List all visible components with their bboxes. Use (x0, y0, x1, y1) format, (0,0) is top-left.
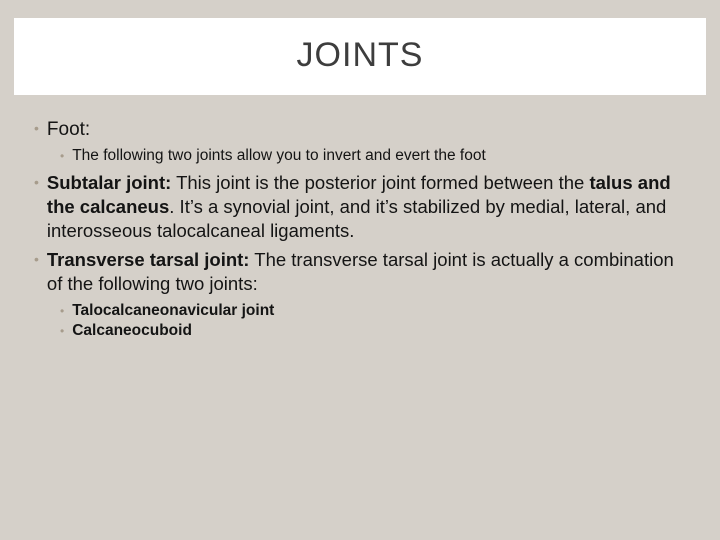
bullet-icon: • (60, 321, 64, 341)
list-item: • Talocalcaneonavicular joint (60, 301, 686, 321)
sub-joint-a: Talocalcaneonavicular joint (72, 301, 274, 321)
bullet-icon: • (34, 248, 39, 270)
list-item: • Transverse tarsal joint: The transvers… (34, 248, 686, 342)
list-item: • Foot: • The following two joints allow… (34, 117, 686, 167)
title-box: JOINTS (14, 18, 706, 95)
subtalar-bold1: Subtalar joint: (47, 172, 171, 193)
sub-joint-b: Calcaneocuboid (72, 321, 192, 341)
subtalar-text: Subtalar joint: This joint is the poster… (47, 171, 686, 244)
slide-content: • Foot: • The following two joints allow… (0, 95, 720, 341)
bullet-list-lvl2: • Talocalcaneonavicular joint • Calcaneo… (60, 301, 686, 342)
subtalar-plain1: This joint is the posterior joint formed… (171, 172, 589, 193)
list-item: • Subtalar joint: This joint is the post… (34, 171, 686, 244)
foot-label: Foot: (47, 117, 90, 142)
transverse-text: Transverse tarsal joint: The transverse … (47, 248, 686, 297)
slide-title: JOINTS (14, 36, 706, 75)
bullet-icon: • (60, 146, 64, 166)
bullet-icon: • (60, 301, 64, 321)
bullet-icon: • (34, 117, 39, 139)
foot-sub-text: The following two joints allow you to in… (72, 146, 486, 166)
bullet-icon: • (34, 171, 39, 193)
list-item: • The following two joints allow you to … (60, 146, 686, 166)
bullet-list-lvl2: • The following two joints allow you to … (60, 146, 686, 166)
list-item: • Calcaneocuboid (60, 321, 686, 341)
transverse-bold: Transverse tarsal joint: (47, 249, 250, 270)
bullet-list-lvl1: • Foot: • The following two joints allow… (34, 117, 686, 341)
